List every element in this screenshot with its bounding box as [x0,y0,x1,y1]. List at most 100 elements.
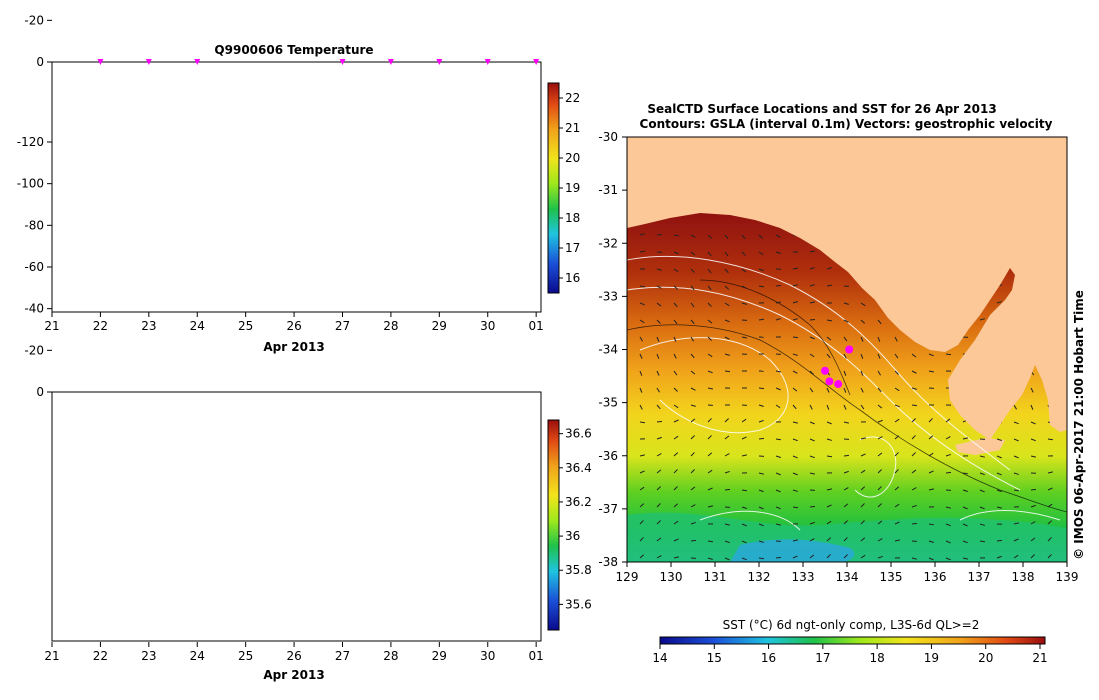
velocity-vector [843,387,847,393]
velocity-vector [860,469,866,474]
velocity-vector [792,421,798,424]
velocity-vector [877,353,881,359]
velocity-vector [707,469,713,474]
velocity-vector [707,540,714,543]
velocity-vector [996,539,1003,542]
sst-tick-label: 16 [761,651,776,665]
velocity-vector [1030,404,1034,410]
velocity-vector [928,488,934,491]
velocity-vector [707,505,713,508]
velocity-vector [690,302,695,308]
velocity-vector [724,234,729,240]
velocity-vector [809,250,815,253]
velocity-vector [979,455,985,458]
velocity-vector [792,438,798,442]
velocity-vector [928,353,934,357]
velocity-vector [894,336,898,342]
velocity-vector [656,555,662,559]
sst-tick-label: 14 [652,651,667,665]
velocity-vector [860,404,865,410]
velocity-vector [826,336,832,341]
velocity-vector [690,268,695,273]
map-side-label: © IMOS 06-Apr-2017 21:00 Hobart Time [1072,290,1086,560]
velocity-vector [656,486,661,491]
velocity-vector [673,336,677,342]
velocity-vector [860,353,864,359]
velocity-vector [843,319,849,323]
velocity-vector [724,370,731,373]
x-tick-label: 25 [238,319,253,333]
velocity-vector [826,488,832,491]
velocity-vector [860,554,866,559]
x-tick-label: 22 [93,649,108,663]
velocity-vector [996,438,1002,441]
velocity-vector [775,506,781,510]
velocity-vector [724,470,730,474]
velocity-vector [809,521,815,525]
colorbar-tick-label: 36.4 [565,461,592,475]
velocity-vector [656,520,661,525]
velocity-vector [792,353,798,356]
velocity-vector [809,267,815,270]
velocity-vector [843,302,849,305]
velocity-vector [656,285,662,289]
salinity-y-ticks: 0 -20 -40 -60 -80 -100 -120 [17,135,52,399]
sst-tick-label: 20 [978,651,993,665]
velocity-vector [911,487,917,491]
velocity-vector [894,435,900,440]
velocity-vector [894,418,900,423]
velocity-vector [1013,472,1019,475]
velocity-vector [962,489,968,492]
velocity-vector [860,319,866,324]
x-tick-label: 23 [141,319,156,333]
velocity-vector [741,251,746,256]
velocity-vector [860,370,864,376]
velocity-vector [1047,503,1053,508]
y-tick-label: -120 [17,135,44,149]
y-tick-label: -80 [24,218,44,232]
x-tick-label: 26 [286,319,301,333]
velocity-vector [656,453,662,457]
velocity-vector [979,523,985,526]
velocity-vector [979,489,985,493]
velocity-vector [945,471,952,474]
velocity-vector [945,453,951,457]
velocity-vector [860,437,866,440]
velocity-vector [860,503,865,508]
cast-markers [97,59,540,65]
temperature-x-ticks: 21 22 23 24 25 26 27 28 29 30 01 [44,312,544,333]
velocity-vector [894,387,900,392]
velocity-vector [792,336,799,339]
velocity-vector [996,472,1002,476]
velocity-vector [656,420,663,423]
velocity-vector [775,556,782,559]
velocity-vector [741,489,748,492]
velocity-vector [775,455,781,458]
velocity-vector [1013,489,1020,492]
velocity-vector [792,387,798,392]
velocity-vector [843,503,849,508]
velocity-vector [792,301,798,304]
lat-tick-label: -31 [598,183,618,197]
velocity-vector [724,353,730,356]
velocity-vector [826,554,831,559]
velocity-vector [690,353,695,359]
velocity-vector [979,540,986,543]
velocity-vector [877,452,883,457]
velocity-vector [809,370,814,375]
velocity-vector [1013,538,1019,542]
velocity-vector [1030,387,1034,393]
velocity-vector [673,486,678,491]
map-title-line2: Contours: GSLA (interval 0.1m) Vectors: … [640,117,1053,131]
colorbar-tick-label: 36.6 [565,427,592,441]
colorbar-tick-label: 22 [565,91,580,105]
velocity-vector [639,302,645,306]
velocity-vector [1030,504,1036,508]
velocity-vector [979,472,985,476]
velocity-vector [1030,554,1035,559]
lon-tick-label: 130 [660,570,683,584]
velocity-vector [656,537,662,542]
velocity-vector [741,506,747,509]
lon-tick-label: 137 [968,570,991,584]
velocity-vector [690,435,695,440]
